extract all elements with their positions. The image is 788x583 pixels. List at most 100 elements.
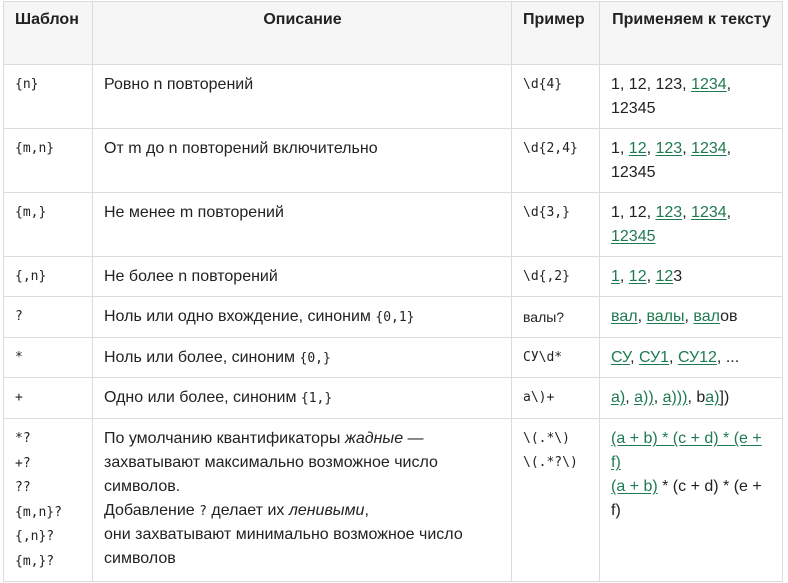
table-row: ? Ноль или одно вхождение, синоним {0,1}…	[3, 296, 783, 338]
match-line: (a + b) * (c + d) * (e +	[611, 475, 772, 499]
pattern-cell: {,n}	[3, 256, 93, 297]
lazy-modifier-code: ?	[199, 504, 207, 519]
result-cell: 1, 12, 123, 1234, 12345	[599, 64, 783, 129]
pattern-cell: {m,}	[3, 192, 93, 257]
match-text: 12	[628, 140, 647, 157]
match-text: 12345	[611, 228, 656, 245]
example-cell: \d{4}	[511, 64, 600, 129]
example-cell: \(.*\) \(.*?\)	[511, 418, 600, 582]
match-text: f)	[611, 454, 621, 471]
table-row: {m,} Не менее m повторений \d{3,} 1, 12,…	[3, 192, 783, 257]
pattern-cell: {n}	[3, 64, 93, 129]
description-cell: Не менее m повторений	[92, 192, 512, 257]
example-greedy: \(.*\)	[523, 431, 570, 446]
nonmatch-text: , b	[687, 389, 706, 406]
example-cell: \d{,2}	[511, 256, 600, 297]
header-row: Шаблон Описание Пример Применяем к текст…	[3, 1, 783, 65]
nonmatch-text: ,	[684, 308, 694, 325]
description-line: символов.	[104, 478, 181, 495]
description-cell: Ноль или более, синоним {0,}	[92, 337, 512, 378]
example-cell: \d{2,4}	[511, 128, 600, 193]
nonmatch-text: , 12345	[611, 140, 732, 181]
result-cell: вал, валы, валов	[599, 296, 783, 338]
lazy-pattern: +?	[15, 455, 31, 471]
match-text: а)))	[662, 389, 688, 406]
nonmatch-text: ,	[682, 140, 692, 157]
pattern-cell: ?	[3, 296, 93, 338]
description-cell: Одно или более, синоним {1,}	[92, 377, 512, 419]
result-cell: (a + b) * (c + d) * (e + f) (a + b) * (c…	[599, 418, 783, 582]
match-text: 1	[611, 268, 620, 285]
nonmatch-text: 1, 12, 123,	[611, 76, 692, 93]
match-text: вал	[611, 308, 638, 325]
match-text: 1234	[691, 76, 727, 93]
match-text: валы	[646, 308, 685, 325]
description-line: они захватывают минимально возможное чис…	[104, 526, 463, 543]
description-text: Ноль или одно вхождение, синоним	[104, 308, 376, 325]
nonmatch-text: ,	[682, 204, 692, 221]
nonmatch-text: , ...	[716, 349, 740, 366]
example-cell: СУ\d*	[511, 337, 600, 378]
match-text: (a + b)	[611, 478, 658, 495]
nonmatch-text: ов	[720, 308, 738, 325]
pattern-cell: {m,n}	[3, 128, 93, 193]
synonym-code: {0,}	[299, 351, 331, 366]
lazy-pattern: {m,}?	[15, 553, 55, 569]
nonmatch-text: , 12345	[611, 76, 732, 117]
table-row: * Ноль или более, синоним {0,} СУ\d* СУ,…	[3, 337, 783, 378]
header-example: Пример	[511, 1, 600, 65]
description-line: Добавление ? делает их ленивыми,	[104, 499, 501, 523]
match-text: 1234	[691, 204, 727, 221]
table-row: {,n} Не более n повторений \d{,2} 1, 12,…	[3, 256, 783, 297]
nonmatch-text: ,	[646, 268, 656, 285]
pattern-cell: *? +? ?? {m,n}? {,n}? {m,}?	[3, 418, 93, 582]
match-text: СУ	[611, 349, 631, 366]
example-cell: \d{3,}	[511, 192, 600, 257]
description-text: По умолчанию квантификаторы	[104, 430, 345, 447]
description-text: Ноль или более, синоним	[104, 349, 300, 366]
table-row: {m,n} От m до n повторений включительно …	[3, 128, 783, 193]
description-line: символов	[104, 550, 176, 567]
result-cell: СУ, СУ1, СУ12, ...	[599, 337, 783, 378]
synonym-code: {0,1}	[375, 310, 415, 325]
match-text: а))	[634, 389, 654, 406]
match-text: (a + b) * (c + d) * (e +	[611, 430, 762, 447]
description-text: —	[403, 430, 424, 447]
match-text: 1234	[691, 140, 727, 157]
match-text: 12	[655, 268, 674, 285]
description-text: Добавление	[104, 502, 200, 519]
nonmatch-text: ,	[630, 349, 639, 366]
example-cell: валы?	[511, 296, 600, 338]
match-text: 123	[655, 204, 683, 221]
description-line: По умолчанию квантификаторы жадные —	[104, 427, 501, 451]
lazy-pattern: {m,n}?	[15, 504, 62, 520]
description-cell: От m до n повторений включительно	[92, 128, 512, 193]
description-cell: По умолчанию квантификаторы жадные — зах…	[92, 418, 512, 582]
table-row: + Одно или более, синоним {1,} а\)+ а), …	[3, 377, 783, 419]
description-text: Одно или более, синоним	[104, 389, 301, 406]
emphasis-greedy: жадные	[344, 430, 404, 447]
description-line: захватывают максимально возможное число	[104, 454, 438, 471]
description-cell: Не более n повторений	[92, 256, 512, 297]
result-cell: а), а)), а))), bа)])	[599, 377, 783, 419]
lazy-pattern: {,n}?	[15, 529, 55, 544]
match-text: СУ12	[677, 349, 717, 366]
description-cell: Ноль или одно вхождение, синоним {0,1}	[92, 296, 512, 338]
nonmatch-text: ,	[646, 140, 656, 157]
match-line: f)	[611, 451, 772, 475]
nonmatch-text: ,	[669, 349, 678, 366]
pattern-cell: +	[3, 377, 93, 419]
header-pattern: Шаблон	[3, 1, 93, 65]
nonmatch-text: 1,	[611, 140, 629, 157]
pattern-cell: *	[3, 337, 93, 378]
match-text: 12	[628, 268, 647, 285]
nonmatch-text: ,	[653, 389, 663, 406]
table-row: {n} Ровно n повторений \d{4} 1, 12, 123,…	[3, 64, 783, 129]
nonmatch-text: 3	[673, 268, 683, 285]
nonmatch-text: ,	[637, 308, 647, 325]
nonmatch-text: * (c + d) * (e +	[657, 478, 762, 495]
nonmatch-text: 1, 12,	[611, 204, 656, 221]
result-cell: 1, 12, 123, 1234, 12345	[599, 128, 783, 193]
description-text: делает их	[206, 502, 289, 519]
nonmatch-text: ])	[719, 389, 730, 406]
